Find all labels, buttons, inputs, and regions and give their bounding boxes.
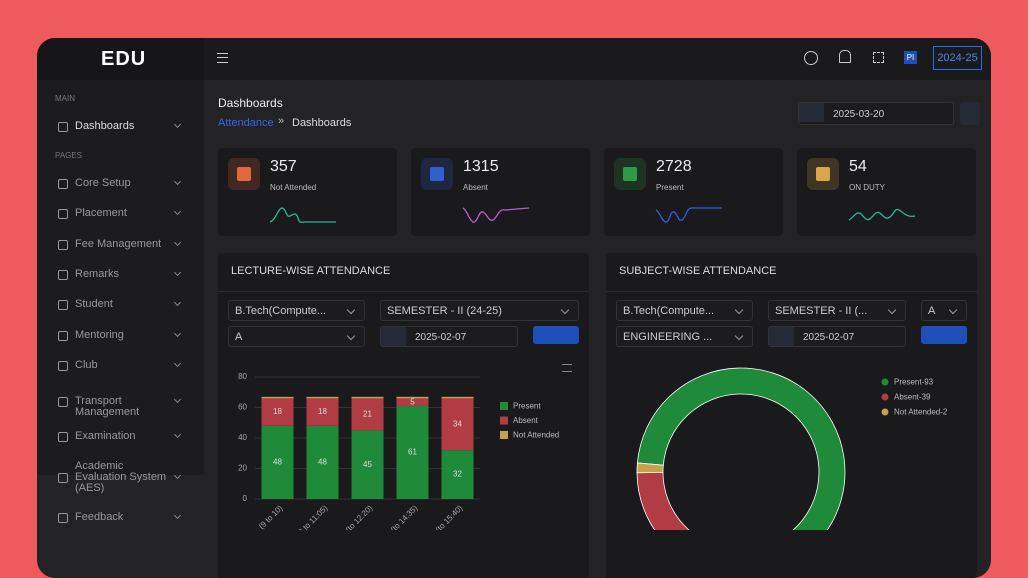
menu-icon (58, 513, 68, 523)
stat-label: ON DUTY (849, 183, 885, 192)
menu-icon (58, 122, 68, 132)
date-input[interactable]: 2025-02-07 (380, 326, 518, 347)
logo-area (37, 38, 204, 80)
menu-item[interactable]: Academic Evaluation System (AES) (75, 460, 167, 494)
menu-icon (58, 361, 68, 371)
fullscreen-icon[interactable] (873, 52, 884, 63)
menu-icon (58, 240, 68, 250)
download-button[interactable] (921, 326, 967, 344)
menu-icon (58, 179, 68, 189)
date-input[interactable]: 2025-03-20 (798, 102, 954, 125)
menu-icon (58, 397, 68, 407)
section-label: MAIN (55, 94, 75, 103)
page: EDU PI 2024-25 Dashboards Attendance » D… (0, 0, 1028, 530)
section-label: PAGES (55, 151, 82, 160)
stat-icon-inner (237, 167, 251, 181)
chevron (173, 511, 182, 520)
menu-item[interactable]: Club (75, 359, 98, 371)
stat-label: Not Attended (270, 183, 317, 192)
stat-value: 357 (270, 158, 297, 175)
panel-title: SUBJECT-WISE ATTENDANCE (619, 265, 777, 277)
sidebar (37, 80, 204, 475)
menu-item[interactable]: Mentoring (75, 329, 124, 341)
chart-menu[interactable] (562, 364, 572, 372)
select[interactable]: ENGINEERING ... (616, 326, 753, 347)
menu-item[interactable]: Placement (75, 207, 127, 219)
select[interactable]: B.Tech(Compute... (616, 300, 753, 321)
breadcrumb-separator: » (278, 115, 285, 127)
breadcrumb-link[interactable]: Attendance (218, 117, 274, 129)
date-input[interactable]: 2025-02-07 (768, 326, 906, 347)
menu-item[interactable]: Core Setup (75, 177, 131, 189)
app-window: EDU PI 2024-25 Dashboards Attendance » D… (37, 38, 991, 578)
download-button[interactable] (960, 102, 980, 125)
theme-icon[interactable] (804, 51, 818, 65)
menu-item[interactable]: Transport Management (75, 395, 140, 418)
topbar (204, 38, 991, 80)
select[interactable]: SEMESTER - II (24-25) (380, 300, 579, 321)
year-select[interactable]: 2024-25 (933, 46, 982, 70)
download-button[interactable] (533, 326, 579, 344)
divider (606, 291, 977, 292)
menu-icon (58, 300, 68, 310)
panel-title: LECTURE-WISE ATTENDANCE (231, 265, 391, 277)
stat-value: 2728 (656, 158, 692, 175)
menu-icon (58, 473, 68, 483)
menu-item[interactable]: Student (75, 298, 113, 310)
notification-icon[interactable] (839, 50, 851, 63)
select[interactable]: B.Tech(Compute... (228, 300, 365, 321)
stat-value: 1315 (463, 158, 499, 175)
menu-item[interactable]: Examination (75, 430, 136, 442)
menu-item[interactable]: Fee Management (75, 238, 162, 250)
menu-icon (58, 432, 68, 442)
menu-item[interactable]: Remarks (75, 268, 120, 280)
menu-item[interactable]: Dashboards (75, 120, 135, 132)
stat-label: Present (656, 183, 684, 192)
menu-toggle[interactable] (217, 53, 228, 63)
avatar[interactable]: PI (904, 51, 917, 64)
stat-card (797, 148, 976, 236)
breadcrumb-current: Dashboards (292, 117, 352, 129)
stat-icon-inner (816, 167, 830, 181)
select[interactable]: A (228, 326, 365, 347)
stat-icon-inner (623, 167, 637, 181)
divider (218, 291, 589, 292)
select[interactable]: SEMESTER - II (... (768, 300, 906, 321)
brand: EDU (101, 48, 147, 70)
stat-value: 54 (849, 158, 867, 175)
menu-icon (58, 331, 68, 341)
stat-label: Absent (463, 183, 488, 192)
menu-item[interactable]: Feedback (75, 511, 124, 523)
page-title: Dashboards (218, 96, 283, 110)
stat-icon-inner (430, 167, 444, 181)
menu-icon (58, 270, 68, 280)
menu-icon (58, 209, 68, 219)
select[interactable]: A (921, 300, 967, 321)
